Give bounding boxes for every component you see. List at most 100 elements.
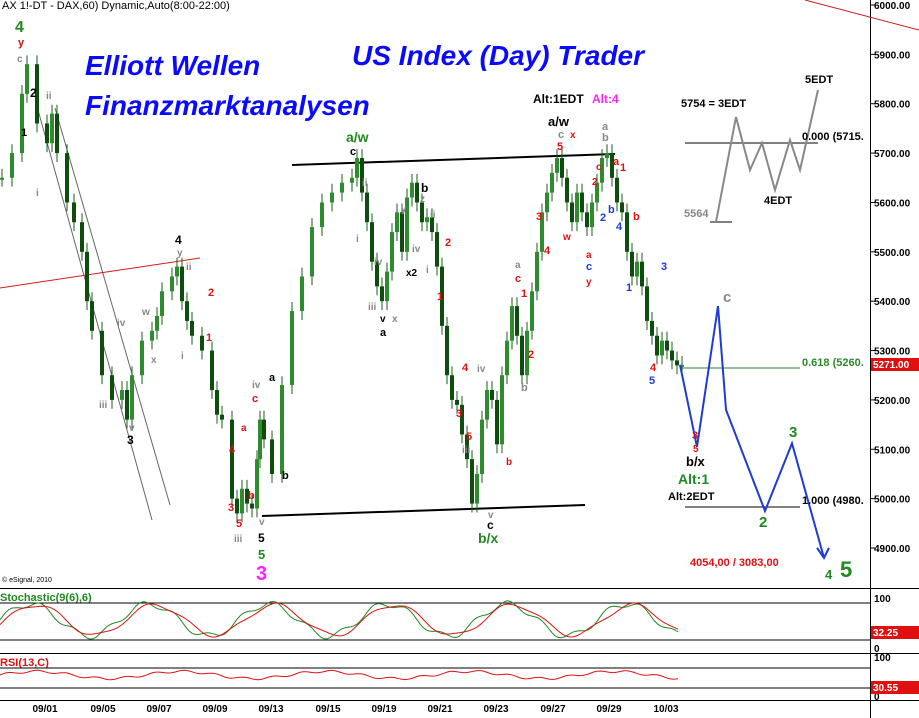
price-candle-body bbox=[435, 232, 439, 267]
price-candle-body bbox=[130, 375, 134, 420]
price-candle-body bbox=[620, 202, 624, 213]
price-candle-body bbox=[560, 158, 564, 178]
wave-label: i bbox=[181, 351, 184, 362]
price-candle-body bbox=[140, 340, 144, 376]
wave-label: 4 bbox=[650, 362, 657, 374]
wave-label: b bbox=[282, 470, 289, 482]
wave-label: x bbox=[570, 130, 576, 141]
price-candle-body bbox=[215, 390, 219, 415]
stoch-tick-0: 0 bbox=[874, 644, 880, 655]
wave-label: w bbox=[141, 307, 150, 318]
wave-label: ii bbox=[186, 262, 192, 273]
wave-label: a bbox=[380, 327, 387, 339]
red-trend-line bbox=[0, 257, 201, 289]
price-candle-body bbox=[405, 197, 409, 252]
inset-schematic bbox=[685, 89, 819, 223]
price-candle-body bbox=[455, 399, 459, 405]
wave-label: v bbox=[259, 517, 265, 528]
wave-label: 2 bbox=[208, 287, 214, 299]
wave-label: 1 bbox=[626, 282, 632, 294]
copyright: © eSignal, 2010 bbox=[2, 576, 52, 584]
wave-label: 4 bbox=[462, 362, 469, 374]
price-candle-body bbox=[555, 158, 559, 173]
price-candle-body bbox=[420, 202, 424, 223]
wave-label: a bbox=[586, 250, 592, 261]
projection-path bbox=[679, 305, 825, 559]
wave-label: 2 bbox=[528, 349, 534, 361]
wave-label: c bbox=[515, 273, 521, 285]
wave-label: z bbox=[420, 194, 425, 205]
price-candle-body bbox=[645, 286, 649, 321]
wave-label: iv bbox=[374, 257, 383, 268]
price-candle-body bbox=[410, 182, 414, 198]
price-candle-body bbox=[500, 375, 504, 445]
inset-5edt: 5EDT bbox=[805, 74, 833, 86]
price-candle-body bbox=[445, 325, 449, 376]
wave-label: i bbox=[426, 265, 429, 276]
price-tick-label: 5300.00 bbox=[874, 347, 911, 358]
wave-label: a bbox=[515, 260, 521, 271]
wave-label: b bbox=[633, 211, 640, 223]
price-candle-body bbox=[0, 177, 4, 180]
wave-label: y bbox=[401, 204, 407, 215]
date-axis: 09/01 09/05 09/07 09/09 09/13 09/15 09/19 09/21… bbox=[32, 704, 678, 715]
wave-label: iv bbox=[477, 364, 486, 375]
wave-label: a bbox=[269, 372, 276, 384]
wave-label: 4 bbox=[229, 444, 236, 456]
price-candle-body bbox=[155, 315, 159, 331]
target-text: 4054,00 / 3083,00 bbox=[690, 557, 779, 569]
wave-label: a bbox=[241, 423, 247, 434]
wave-label: 5 bbox=[258, 531, 265, 545]
wave-label: ii bbox=[362, 178, 368, 189]
rsi-line bbox=[0, 669, 679, 681]
title-finanz: Finanzmarktanalysen bbox=[85, 90, 370, 121]
price-candle-body bbox=[55, 113, 59, 154]
price-candle-body bbox=[100, 330, 104, 376]
inset-5564: 5564 bbox=[684, 208, 709, 220]
price-candle-body bbox=[200, 335, 204, 351]
price-candle-body bbox=[10, 153, 14, 178]
price-candle-body bbox=[175, 266, 179, 277]
red-trend-line-top bbox=[804, 0, 919, 31]
wave-label: iv bbox=[412, 244, 421, 255]
price-candle-body bbox=[660, 340, 664, 356]
channel-line-upper bbox=[37, 109, 153, 521]
stoch-last-text: 32.25 bbox=[873, 628, 898, 639]
price-candle-body bbox=[240, 488, 244, 514]
rsi-series-line bbox=[0, 669, 679, 681]
price-candle-body bbox=[35, 64, 39, 124]
rsi-tick-0: 0 bbox=[874, 692, 880, 703]
price-candle-body bbox=[250, 503, 254, 509]
price-candle-body bbox=[210, 350, 214, 391]
price-candle-body bbox=[655, 335, 659, 356]
price-candle-body bbox=[25, 64, 29, 94]
date-tick-label: 09/21 bbox=[427, 704, 452, 715]
price-candle-body bbox=[630, 251, 634, 277]
price-candle-body bbox=[235, 498, 239, 514]
channel-line-lower bbox=[54, 107, 171, 506]
trend-lines bbox=[0, 0, 919, 521]
price-candle-body bbox=[72, 202, 76, 223]
price-candle-body bbox=[585, 212, 589, 228]
price-candle-body bbox=[170, 276, 174, 292]
wave-label: 4 bbox=[15, 19, 24, 36]
wave-label: x2 bbox=[406, 268, 418, 279]
price-tick-label: 5800.00 bbox=[874, 100, 911, 111]
price-candle-body bbox=[150, 330, 154, 341]
price-tick-label: 5000.00 bbox=[874, 495, 911, 506]
wave-label: 5 bbox=[693, 444, 699, 455]
price-candle-body bbox=[460, 404, 464, 435]
wave-label: y bbox=[586, 277, 592, 288]
last-price-text: 5271.00 bbox=[873, 360, 910, 371]
wave-label: iii bbox=[462, 445, 471, 456]
wave-label: 5 bbox=[236, 518, 242, 530]
date-tick-label: 09/13 bbox=[258, 704, 283, 715]
wave-label: iii bbox=[99, 400, 108, 411]
price-candle-body bbox=[310, 227, 314, 277]
price-candle-body bbox=[360, 158, 364, 193]
rsi-badge bbox=[871, 681, 919, 694]
fib-618-text: 0.618 (5260. bbox=[802, 357, 864, 369]
price-candle-body bbox=[605, 153, 609, 159]
